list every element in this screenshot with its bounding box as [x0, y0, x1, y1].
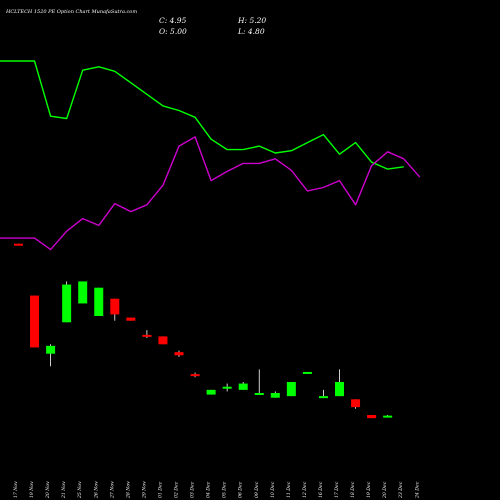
- x-tick-label: 29 Nov: [141, 481, 147, 499]
- high-readout: H: 5.20: [238, 16, 267, 25]
- candle-11: [174, 350, 184, 357]
- candle-body: [335, 382, 344, 397]
- candle-body: [206, 389, 216, 395]
- candle-18: [286, 382, 296, 397]
- candle-23: [367, 415, 377, 419]
- candle-17: [270, 391, 280, 398]
- candle-5: [78, 281, 88, 304]
- candle-20: [318, 389, 328, 399]
- candle-22: [351, 399, 361, 409]
- low-readout: L: 4.80: [238, 27, 265, 36]
- candle-9: [142, 330, 152, 338]
- candle-body: [46, 345, 56, 354]
- x-tick-label: 02 Dec: [174, 481, 180, 498]
- candle-body: [286, 382, 296, 397]
- candle-body: [367, 415, 377, 419]
- candle-body: [14, 243, 23, 246]
- candle-body: [126, 317, 136, 321]
- x-tick-label: 17 Nov: [13, 481, 19, 498]
- candle-body: [110, 298, 120, 315]
- x-tick-label: 06 Dec: [238, 481, 244, 498]
- candle-14: [222, 383, 232, 392]
- candle-body: [174, 352, 184, 356]
- candle-body: [158, 336, 168, 345]
- candle-body: [94, 287, 104, 316]
- close-readout: C: 4.95: [159, 16, 187, 25]
- open-readout: O: 5.00: [159, 27, 187, 36]
- candle-body: [351, 399, 361, 408]
- candle-body: [222, 386, 232, 389]
- candle-2: [30, 295, 40, 348]
- candle-body: [254, 393, 264, 395]
- x-tick-label: 09 Dec: [254, 481, 260, 498]
- candle-8: [126, 317, 136, 321]
- x-tick-label: 23 Dec: [398, 481, 404, 499]
- candle-body: [142, 334, 152, 337]
- x-tick-label: 20 Nov: [45, 481, 51, 499]
- x-tick-label: 19 Dec: [366, 481, 372, 498]
- candle-1: [14, 243, 23, 246]
- magenta-indicator-line: [0, 136, 421, 251]
- x-tick-label: 26 Nov: [93, 481, 99, 499]
- green-indicator-line: [0, 60, 404, 170]
- x-tick-label: 16 Dec: [318, 481, 324, 498]
- x-tick-label: 24 Dec: [414, 481, 420, 499]
- candle-15: [238, 382, 248, 390]
- candle-16: [254, 369, 264, 395]
- indicator-lines: [0, 60, 421, 251]
- candle-19: [302, 371, 312, 374]
- x-tick-label: 20 Dec: [382, 481, 388, 499]
- candle-4: [62, 281, 72, 323]
- candle-body: [62, 284, 72, 323]
- x-tick-label: 10 Dec: [270, 481, 276, 498]
- chart-title: HCLTECH 1520 PE Option Chart MunafaSutra…: [6, 9, 138, 15]
- candle-body: [302, 371, 312, 374]
- x-tick-label: 17 Dec: [334, 481, 340, 498]
- candle-10: [158, 336, 168, 345]
- x-tick-label: 19 Nov: [29, 481, 35, 498]
- candle-body: [190, 374, 200, 377]
- candle-body: [318, 396, 328, 399]
- x-tick-label: 18 Dec: [350, 481, 356, 498]
- candle-body: [30, 295, 40, 348]
- candle-12: [190, 372, 200, 378]
- candle-7: [110, 298, 120, 321]
- candle-21: [335, 369, 344, 397]
- candle-13: [206, 389, 216, 395]
- candle-6: [94, 287, 104, 316]
- x-tick-label: 04 Dec: [206, 481, 212, 498]
- candles: [14, 243, 393, 419]
- x-axis-labels: 17 Nov 19 Nov 20 Nov 21 Nov 25 Nov 26 Nov 27 N…: [13, 481, 420, 499]
- candle-body: [78, 281, 88, 304]
- candle-body: [238, 383, 248, 390]
- x-tick-label: 01 Dec: [157, 481, 163, 498]
- x-tick-label: 28 Nov: [125, 481, 131, 499]
- candle-24: [383, 415, 393, 418]
- x-tick-label: 27 Nov: [109, 481, 115, 499]
- x-tick-label: 12 Dec: [302, 481, 308, 498]
- x-tick-label: 03 Dec: [190, 481, 196, 498]
- x-tick-label: 25 Nov: [77, 481, 83, 499]
- x-tick-label: 11 Dec: [286, 481, 292, 498]
- candle-body: [270, 393, 280, 398]
- candle-3: [46, 344, 56, 367]
- x-tick-label: 21 Nov: [61, 481, 67, 499]
- candle-body: [383, 415, 393, 418]
- x-tick-label: 05 Dec: [222, 481, 228, 498]
